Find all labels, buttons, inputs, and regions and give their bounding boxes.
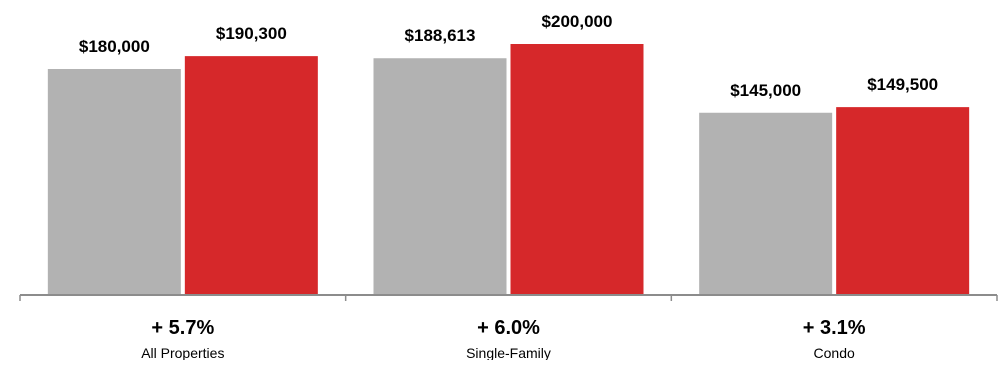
value-label-condo-red: $149,500 (867, 75, 938, 94)
value-labels-group: $180,000 $190,300 $188,613 $200,000 $145,000… (79, 12, 938, 100)
bar-all-properties-red (184, 56, 318, 294)
category-label-all-properties: All Properties (141, 345, 224, 360)
value-label-all-properties-gray: $180,000 (79, 37, 150, 56)
x-axis (19, 294, 998, 301)
bar-condo-gray (699, 112, 833, 294)
value-label-single-family-red: $200,000 (542, 12, 613, 31)
bars-group (47, 44, 970, 294)
category-label-condo: Condo (814, 345, 855, 360)
bar-single-family-red (510, 44, 644, 294)
value-label-single-family-gray: $188,613 (405, 26, 476, 45)
change-label-condo: + 3.1% (803, 317, 866, 339)
change-label-all-properties: + 5.7% (151, 317, 214, 339)
value-label-all-properties-red: $190,300 (216, 24, 287, 43)
bar-all-properties-gray (47, 69, 181, 294)
category-label-single-family: Single-Family (466, 345, 551, 360)
value-label-condo-gray: $145,000 (730, 81, 801, 100)
change-label-single-family: + 6.0% (477, 317, 540, 339)
x-labels-group: + 5.7% All Properties + 6.0% Single-Family +… (141, 317, 866, 361)
bar-single-family-gray (373, 58, 507, 294)
bar-condo-red (836, 107, 970, 294)
